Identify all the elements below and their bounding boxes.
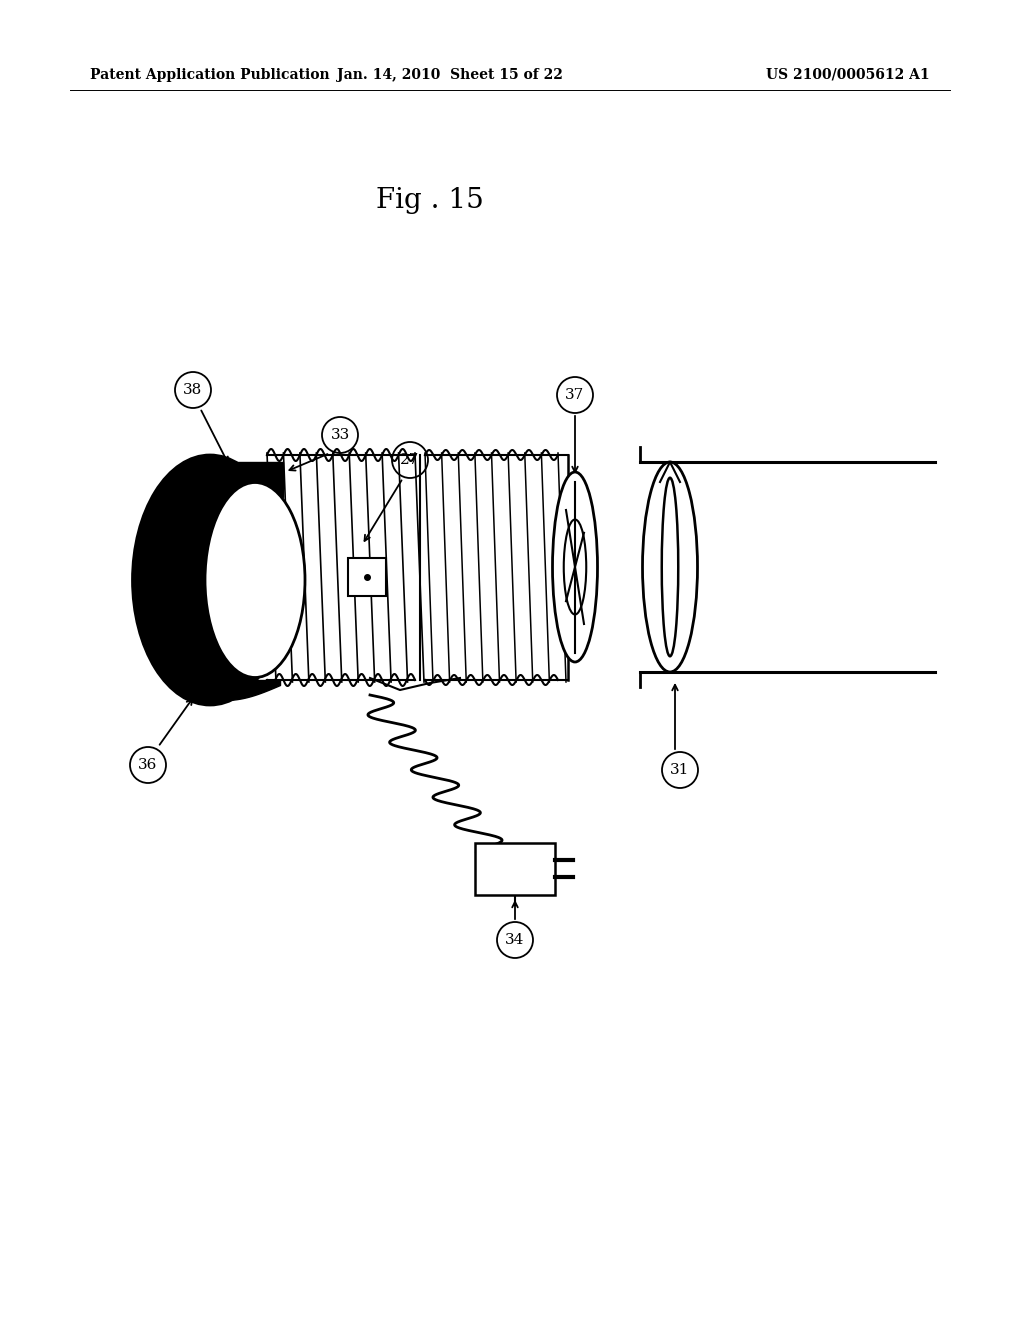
Ellipse shape <box>205 483 305 677</box>
Ellipse shape <box>553 473 597 663</box>
Bar <box>348 558 386 597</box>
Ellipse shape <box>662 478 678 656</box>
Text: 36: 36 <box>138 758 158 772</box>
Bar <box>218 462 283 498</box>
Ellipse shape <box>132 455 288 705</box>
Text: US 2100/0005612 A1: US 2100/0005612 A1 <box>766 69 930 82</box>
Text: Patent Application Publication: Patent Application Publication <box>90 69 330 82</box>
Text: 33: 33 <box>331 428 349 442</box>
Ellipse shape <box>564 520 587 615</box>
Text: 34: 34 <box>505 933 524 946</box>
Text: 38: 38 <box>183 383 203 397</box>
Text: 27: 27 <box>400 453 420 467</box>
Text: Fig . 15: Fig . 15 <box>376 186 484 214</box>
Ellipse shape <box>642 462 697 672</box>
Text: 31: 31 <box>671 763 690 777</box>
Text: 37: 37 <box>565 388 585 403</box>
Text: Jan. 14, 2010  Sheet 15 of 22: Jan. 14, 2010 Sheet 15 of 22 <box>337 69 563 82</box>
Bar <box>475 843 555 895</box>
